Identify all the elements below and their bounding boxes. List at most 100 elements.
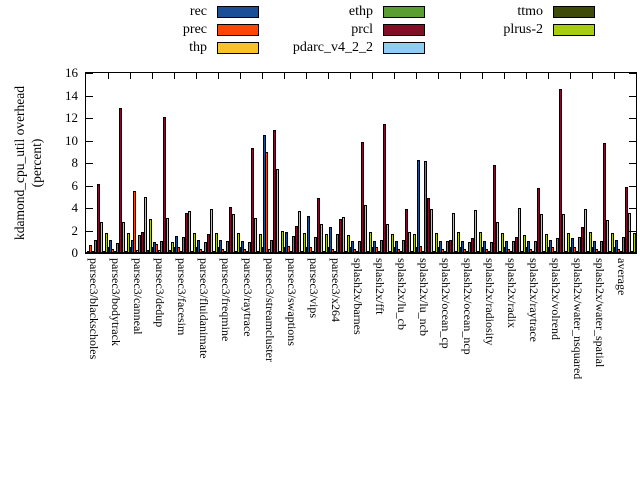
bar-thp [135,249,139,253]
bar-prcl [603,142,607,253]
x-tick-label: splash2x/radiosity [483,258,497,346]
bar-rec [394,240,398,253]
legend-swatch-ethp [383,6,425,18]
x-tick [460,73,461,79]
x-tick [240,247,241,253]
bar-ttmo [146,249,150,253]
bar-rec [416,159,420,253]
bar-plrus-2 [214,232,218,253]
x-tick [284,73,285,79]
bar-ttmo [388,250,392,253]
bar-prcl [361,141,365,253]
bar-plrus-2 [522,235,526,253]
x-tick [108,247,109,253]
bar-prcl [229,206,233,253]
y-tick [86,185,93,187]
bar-plrus-2 [280,230,284,253]
bar-pdarc_v4_2_2 [407,231,411,253]
bar-pdarc_v4_2_2 [275,168,279,253]
x-tick [570,247,571,253]
bar-rec [460,240,464,253]
y-tick-label: 2 [71,222,79,238]
bar-prcl [251,148,255,253]
bar-plrus-2 [148,219,152,253]
legend-item-ttmo: ttmo [428,5,595,19]
bar-pdarc_v4_2_2 [341,217,345,253]
bar-ethp [446,240,450,253]
bar-plrus-2 [566,232,570,253]
y-tick-label: 10 [65,132,78,148]
y-tick-label: 14 [65,87,78,103]
x-tick [482,247,483,253]
bar-pdarc_v4_2_2 [253,218,257,253]
bar-prec [551,247,555,253]
bar-prec [199,248,203,253]
bar-ethp [336,233,340,253]
bar-plrus-2 [456,231,460,253]
y-tick [86,230,93,232]
bar-prcl [383,123,387,253]
bar-ethp [512,240,516,253]
x-tick [262,247,263,253]
x-tick [130,247,131,253]
bar-plrus-2 [500,233,504,253]
x-tick [526,73,527,79]
bar-pdarc_v4_2_2 [385,223,389,253]
y-tick [86,118,93,119]
bar-prcl [405,209,409,253]
bar-ttmo [212,251,216,253]
y-tick-label: 4 [71,200,79,215]
x-tick-label: parsec3/canneal [131,258,145,335]
x-tick [328,73,329,79]
x-tick-label: splash2x/radix [505,258,519,328]
y-axis-title: kdamond_cpu_util overhead (percent) [11,53,45,273]
y-axis-title-line2: (percent) [29,138,44,188]
legend-swatch-rec [217,6,259,18]
x-tick [306,247,307,253]
bar-ttmo [476,251,480,253]
bar-pdarc_v4_2_2 [561,213,565,253]
legend-label: thp [189,40,207,55]
x-tick-label: parsec3/bodytrack [109,258,123,346]
bar-plrus-2 [104,232,108,253]
x-tick [328,247,329,253]
x-tick [504,73,505,79]
x-tick [526,247,527,253]
bar-ttmo [366,251,370,253]
y-tick [629,252,636,253]
x-tick [240,73,241,79]
bar-rec [548,239,552,253]
bar-plrus-2 [258,233,262,253]
legend-label: plrus-2 [503,22,543,37]
legend-swatch-thp [217,42,259,54]
bar-ttmo [608,251,612,253]
x-tick [152,73,153,79]
x-tick-label: parsec3/vips [307,258,321,318]
legend-label: ethp [348,4,373,19]
bar-prec [463,248,467,253]
bar-ethp [226,240,230,253]
bar-prec [595,248,599,253]
y-tick [629,95,636,97]
x-tick [394,247,395,253]
x-tick [394,73,395,79]
x-tick [108,73,109,79]
bar-plrus-2 [478,231,482,253]
x-tick [262,73,263,79]
x-tick [548,73,549,79]
legend-swatch-ttmo [553,6,595,18]
x-tick-label: splash2x/water_spatial [593,258,607,368]
bar-rec [482,240,486,253]
bar-prec [287,246,291,253]
bar-plrus-2 [236,232,240,253]
x-tick-label: splash2x/ocean_ncp [461,258,475,355]
x-tick [614,247,615,253]
x-tick [306,73,307,79]
bar-rec [504,240,508,253]
bar-prec [265,151,269,253]
y-tick-label: 0 [71,245,79,260]
bar-ethp [248,241,252,253]
bar-ttmo [168,249,172,253]
x-tick [438,73,439,79]
x-tick-label: parsec3/x264 [329,258,343,322]
